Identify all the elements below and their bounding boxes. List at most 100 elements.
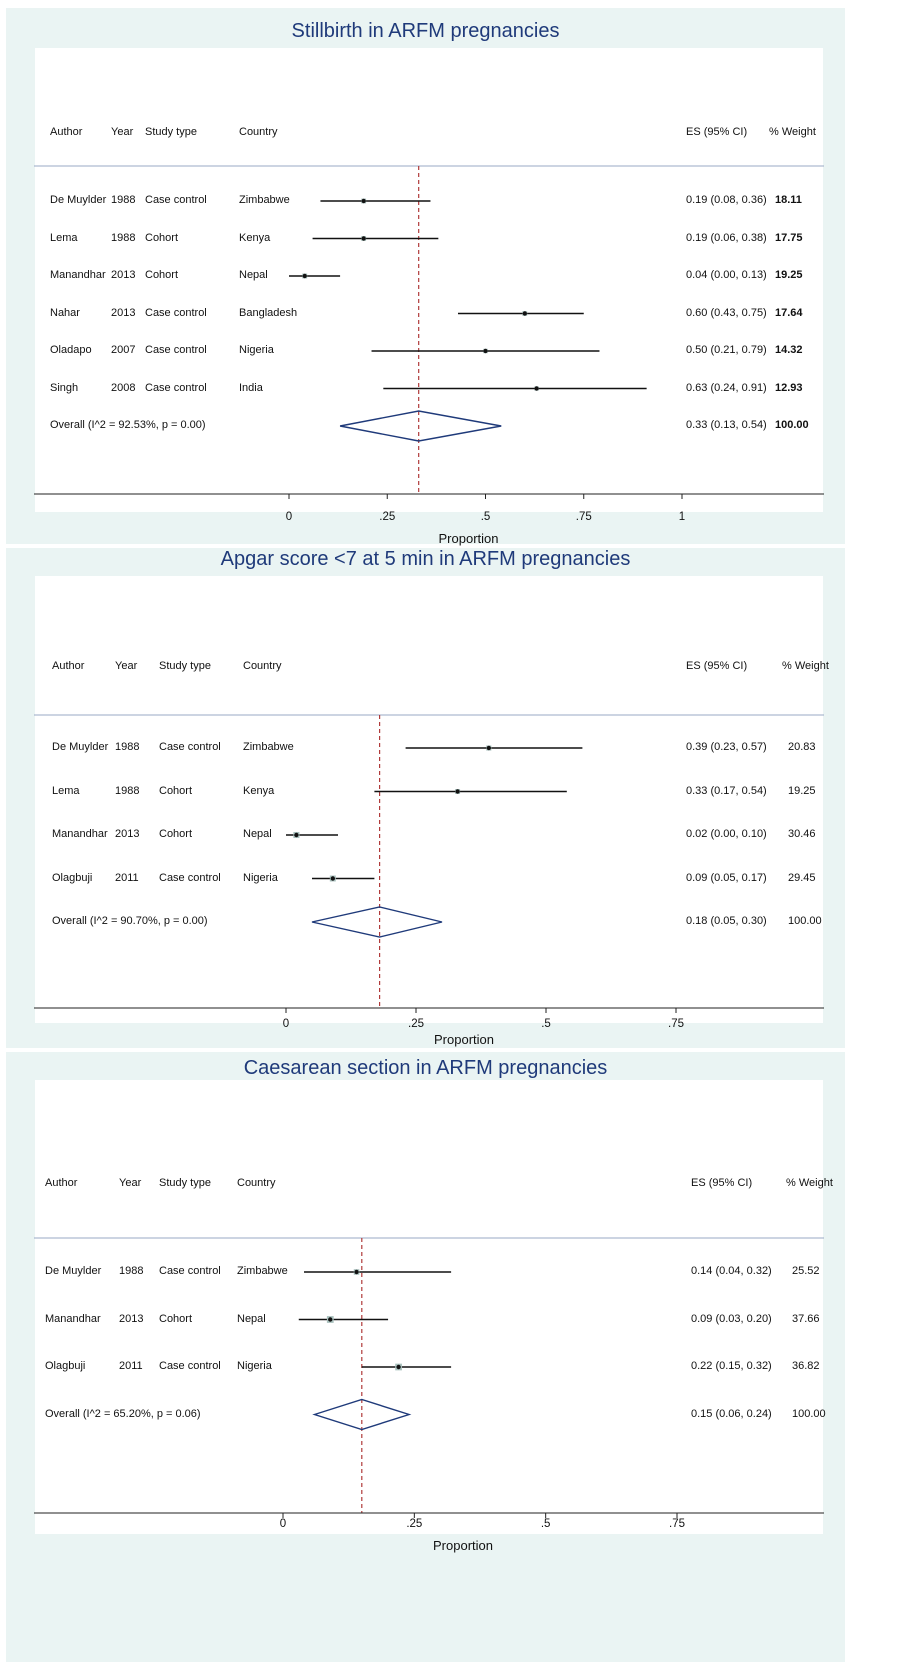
study-weight: 14.32 — [775, 344, 803, 356]
study-country: Bangladesh — [239, 306, 298, 319]
x-tick-label: .5 — [541, 1018, 551, 1030]
study-country: Zimbabwe — [237, 1265, 288, 1277]
study-country: Kenya — [243, 784, 275, 797]
overall-diamond — [311, 906, 443, 938]
study-weight: 17.75 — [775, 231, 803, 244]
study-study-type: Cohort — [145, 269, 179, 281]
point-estimate-dot — [361, 236, 366, 241]
column-header-weight: % Weight — [786, 1177, 833, 1189]
study-es-ci: 0.04 (0.00, 0.13) — [686, 269, 767, 281]
study-study-type: Cohort — [145, 231, 179, 244]
overall-weight: 100.00 — [775, 419, 809, 431]
study-weight: 19.25 — [788, 784, 816, 797]
study-es-ci: 0.19 (0.06, 0.38) — [686, 231, 767, 244]
overall-label: Overall (I^2 = 92.53%, p = 0.00) — [50, 419, 206, 431]
study-es-ci: 0.22 (0.15, 0.32) — [691, 1360, 772, 1372]
overall-diamond — [339, 410, 502, 442]
study-study-type: Case control — [159, 1360, 221, 1372]
study-study-type: Cohort — [159, 784, 193, 797]
forest-plot-graphic — [34, 165, 824, 499]
x-tick-label: .75 — [669, 1518, 685, 1530]
column-header-author: Author — [52, 660, 85, 672]
overall-weight: 100.00 — [792, 1407, 826, 1420]
chart-title: Apgar score <7 at 5 min in ARFM pregnanc… — [220, 548, 631, 570]
forest-plot-graphic — [34, 1237, 824, 1518]
study-weight: 37.66 — [792, 1312, 820, 1325]
point-estimate-dot — [302, 273, 307, 279]
study-study-type: Case control — [159, 741, 221, 753]
column-header-es: ES (95% CI) — [691, 1177, 753, 1189]
column-header-year: Year — [115, 660, 138, 672]
study-year: 2013 — [115, 828, 140, 840]
study-country: Nepal — [239, 269, 268, 281]
x-tick-label: 0 — [282, 1018, 290, 1030]
plot-area: Author Year Study type Country ES (95% CI) % … — [34, 576, 829, 1047]
study-author: De Muylder — [52, 741, 109, 753]
study-weight: 12.93 — [775, 381, 803, 394]
study-es-ci: 0.60 (0.43, 0.75) — [686, 306, 767, 319]
study-author: Singh — [50, 381, 79, 394]
study-es-ci: 0.09 (0.03, 0.20) — [691, 1312, 772, 1325]
study-study-type: Case control — [145, 306, 207, 319]
study-country: Zimbabwe — [239, 194, 290, 206]
forest-panel: Caesarean section in ARFM pregnancies Aut… — [6, 1052, 845, 1662]
point-estimate-dot — [294, 832, 299, 838]
study-author: Manandhar — [52, 828, 108, 840]
point-estimate-dot — [361, 198, 366, 204]
overall-es-ci: 0.15 (0.06, 0.24) — [691, 1407, 772, 1420]
study-country: Nigeria — [239, 344, 274, 356]
study-study-type: Case control — [145, 381, 207, 394]
study-author: Nahar — [50, 306, 80, 319]
study-year: 1988 — [111, 194, 136, 206]
chart-title: Caesarean section in ARFM pregnancies — [243, 1057, 608, 1079]
point-estimate-dot — [330, 876, 335, 881]
study-study-type: Case control — [159, 1265, 221, 1277]
study-weight: 36.82 — [792, 1360, 820, 1372]
study-country: Kenya — [239, 231, 271, 244]
point-estimate-dot — [396, 1364, 401, 1370]
study-author: Olagbuji — [45, 1360, 86, 1372]
study-study-type: Cohort — [159, 1312, 193, 1325]
study-year: 2011 — [115, 871, 139, 884]
column-header-weight: % Weight — [769, 126, 816, 138]
study-country: Zimbabwe — [243, 741, 294, 753]
plot-area: Author Year Study type Country ES (95% CI) % … — [34, 1080, 833, 1553]
x-tick-label: .5 — [480, 511, 491, 523]
forest-plot-graphic — [34, 714, 824, 1013]
x-tick-label: .25 — [408, 1018, 424, 1030]
study-year: 2007 — [111, 344, 136, 356]
chart-title: Stillbirth in ARFM pregnancies — [291, 20, 560, 42]
study-year: 2011 — [119, 1360, 143, 1372]
point-estimate-dot — [483, 348, 488, 354]
point-estimate-dot — [486, 745, 491, 751]
study-country: Nepal — [243, 828, 272, 840]
column-header-country: Country — [239, 126, 278, 138]
study-year: 1988 — [111, 231, 136, 244]
study-country: Nepal — [237, 1312, 266, 1325]
study-year: 1988 — [119, 1265, 144, 1277]
x-tick-label: .25 — [379, 511, 396, 523]
study-es-ci: 0.50 (0.21, 0.79) — [686, 344, 767, 356]
study-year: 1988 — [115, 741, 140, 753]
column-header-country: Country — [237, 1177, 276, 1189]
study-author: Oladapo — [50, 344, 92, 356]
study-author: De Muylder — [45, 1265, 102, 1277]
study-study-type: Case control — [145, 194, 207, 206]
x-axis-label: Proportion — [438, 531, 499, 546]
study-weight: 18.11 — [775, 194, 802, 206]
study-author: De Muylder — [50, 194, 107, 206]
study-country: Nigeria — [243, 871, 278, 884]
column-header-weight: % Weight — [782, 660, 829, 672]
column-header-study-type: Study type — [159, 1177, 211, 1189]
study-es-ci: 0.19 (0.08, 0.36) — [686, 194, 767, 206]
study-es-ci: 0.33 (0.17, 0.54) — [686, 784, 767, 797]
overall-label: Overall (I^2 = 65.20%, p = 0.06) — [45, 1407, 201, 1420]
x-axis-label: Proportion — [434, 1032, 494, 1047]
plot-area: Author Year Study type Country ES (95% CI) % … — [34, 48, 824, 546]
x-axis-label: Proportion — [433, 1538, 493, 1553]
column-header-year: Year — [111, 126, 134, 138]
study-author: Manandhar — [50, 269, 106, 281]
study-country: Nigeria — [237, 1360, 272, 1372]
point-estimate-dot — [328, 1317, 333, 1322]
x-tick-label: .25 — [406, 1518, 423, 1530]
